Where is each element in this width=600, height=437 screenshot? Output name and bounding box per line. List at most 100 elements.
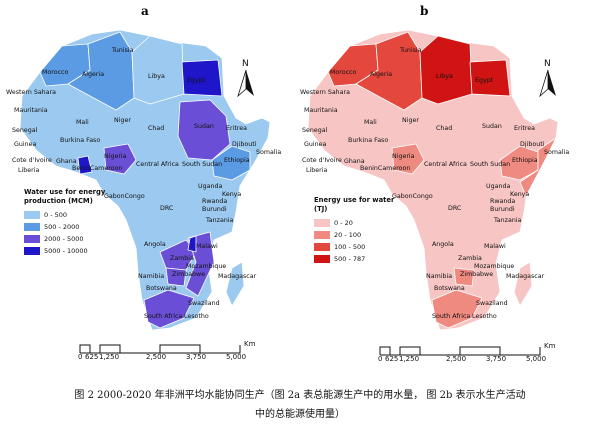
label-djibouti: Djibouti bbox=[232, 141, 257, 148]
map-panel-b: b Tunisia Morocco Algeria Libya Egypt We… bbox=[300, 0, 600, 372]
label-burkina-faso: Burkina Faso bbox=[60, 137, 100, 144]
label-kenya: Kenya bbox=[222, 191, 241, 198]
label-zimbabwe: Zimbabwe bbox=[460, 271, 493, 278]
scale-a-tick-4: 3,750 bbox=[186, 353, 207, 361]
label-chad: Chad bbox=[148, 125, 164, 132]
label-malawi: Malawi bbox=[196, 243, 218, 250]
label-algeria: Algeria bbox=[82, 71, 104, 78]
label-egypt: Egypt bbox=[475, 77, 494, 84]
scale-b-unit: Km bbox=[544, 342, 556, 350]
region-south-africa bbox=[431, 289, 483, 329]
legend-a-swatch-1 bbox=[24, 211, 40, 219]
label-morocco: Morocco bbox=[42, 69, 69, 76]
label-chad: Chad bbox=[436, 125, 452, 132]
label-zambia: Zambia bbox=[458, 255, 482, 262]
label-libya: Libya bbox=[436, 73, 453, 80]
scale-b-tick-0: 0 bbox=[378, 355, 383, 363]
label-swaziland: Swaziland bbox=[188, 300, 220, 307]
label-western-sahara: Western Sahara bbox=[6, 89, 56, 96]
label-botswana: Botswana bbox=[434, 285, 465, 292]
legend-b-swatch-3 bbox=[314, 243, 330, 251]
region-nigeria bbox=[103, 143, 137, 175]
label-mauritania: Mauritania bbox=[304, 107, 338, 114]
legend-b-swatch-1 bbox=[314, 219, 330, 227]
label-western-sahara: Western Sahara bbox=[300, 89, 350, 96]
legend-b-row: 100 - 500 bbox=[314, 241, 394, 253]
scale-b-tick-4: 3,750 bbox=[486, 355, 507, 363]
region-ethiopia bbox=[211, 145, 251, 181]
legend-b-label-2: 20 - 100 bbox=[334, 231, 362, 239]
label-niger: Niger bbox=[114, 117, 131, 124]
label-cote-divoire: Cote d'Ivoire bbox=[302, 157, 342, 164]
label-sudan: Sudan bbox=[482, 123, 502, 130]
label-madagascar: Madagascar bbox=[506, 273, 545, 280]
region-nigeria bbox=[391, 143, 425, 175]
region-ghana bbox=[77, 155, 93, 175]
label-uganda: Uganda bbox=[486, 183, 510, 190]
legend-a-label-2: 500 - 2000 bbox=[44, 223, 80, 231]
label-liberia: Liberia bbox=[18, 167, 39, 174]
label-burundi: Burundi bbox=[490, 206, 515, 213]
label-angola: Angola bbox=[432, 241, 454, 248]
label-rwanda: Rwanda bbox=[202, 198, 227, 205]
region-madagascar bbox=[513, 261, 533, 307]
region-zambia bbox=[159, 239, 197, 271]
label-mali: Mali bbox=[364, 119, 377, 126]
legend-a-title-line1: Water use for energy bbox=[24, 188, 106, 196]
legend-a-label-1: 0 - 500 bbox=[44, 211, 68, 219]
label-ghana: Ghana bbox=[344, 158, 365, 165]
scale-b-tick-3: 2,500 bbox=[446, 355, 467, 363]
caption-line-2: 中的总能源使用量） bbox=[255, 409, 345, 420]
legend-b-title-line1: Energy use for water bbox=[314, 196, 395, 204]
legend-b-title-line2: (TJ) bbox=[314, 205, 328, 213]
scale-b-tick-1: 625 bbox=[385, 355, 399, 363]
scale-bar-a: 0 625 1,250 2,500 3,750 5,000 Km bbox=[76, 340, 266, 370]
legend-b-swatch-4 bbox=[314, 255, 330, 263]
label-gabon-congo: GabonCongo bbox=[392, 193, 433, 200]
region-zimbabwe bbox=[165, 267, 187, 287]
label-senegal: Senegal bbox=[302, 127, 328, 134]
legend-a-swatch-4 bbox=[24, 247, 40, 255]
legend-b-label-3: 100 - 500 bbox=[334, 243, 366, 251]
label-liberia: Liberia bbox=[306, 167, 327, 174]
region-zimbabwe bbox=[453, 267, 475, 287]
region-algeria bbox=[355, 31, 423, 111]
legend-b-row: 500 - 787 bbox=[314, 253, 394, 265]
legend-a-label-4: 5000 - 10000 bbox=[44, 247, 88, 255]
region-madagascar bbox=[225, 261, 245, 307]
label-malawi: Malawi bbox=[484, 243, 506, 250]
label-south-sudan: South Sudan bbox=[470, 161, 510, 168]
label-tunisia: Tunisia bbox=[399, 47, 422, 54]
panel-label-a: a bbox=[141, 4, 149, 18]
label-somalia: Somalia bbox=[544, 149, 569, 156]
region-libya bbox=[131, 35, 185, 105]
scale-a-tick-1: 625 bbox=[85, 353, 99, 361]
scale-b-tick-2: 1,250 bbox=[399, 355, 420, 363]
label-madagascar: Madagascar bbox=[218, 273, 257, 280]
label-somalia: Somalia bbox=[256, 149, 281, 156]
region-sudan bbox=[177, 99, 231, 161]
label-south-sudan: South Sudan bbox=[182, 161, 222, 168]
label-central-africa: Central Africa bbox=[424, 161, 467, 168]
region-libya bbox=[419, 35, 473, 105]
label-libya: Libya bbox=[148, 73, 165, 80]
caption-line-1: 图 2 2000-2020 年非洲平均水能协同生产（图 2a 表总能源生产中的用… bbox=[74, 390, 526, 401]
label-mali: Mali bbox=[76, 119, 89, 126]
region-egypt bbox=[469, 59, 511, 97]
label-eritrea: Eritrea bbox=[514, 125, 535, 132]
scale-bar-b: 0 625 1,250 2,500 3,750 5,000 Km bbox=[376, 342, 576, 372]
label-senegal: Senegal bbox=[12, 127, 38, 134]
label-south-africa: South Africa bbox=[432, 313, 470, 320]
label-benin-cameroon: BeninCameroon bbox=[360, 165, 410, 172]
label-ethiopia: Ethiopia bbox=[512, 157, 538, 164]
legend-a-row: 500 - 2000 bbox=[24, 221, 105, 233]
legend-a-title: Water use for energy production (MCM) bbox=[24, 188, 105, 206]
region-south-africa bbox=[143, 289, 195, 329]
label-gabon-congo: GabonCongo bbox=[104, 193, 145, 200]
africa-map-energy-use: Tunisia Morocco Algeria Libya Egypt West… bbox=[300, 29, 569, 331]
scale-a-tick-3: 2,500 bbox=[146, 353, 167, 361]
label-zambia: Zambia bbox=[170, 255, 194, 262]
label-djibouti: Djibouti bbox=[520, 141, 545, 148]
legend-a-swatch-3 bbox=[24, 235, 40, 243]
north-arrow-icon: N bbox=[536, 56, 560, 100]
